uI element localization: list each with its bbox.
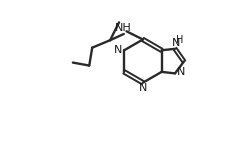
Text: N: N xyxy=(114,45,123,55)
Text: H: H xyxy=(176,35,184,45)
Text: N: N xyxy=(176,67,185,77)
Text: NH: NH xyxy=(115,22,132,33)
Text: N: N xyxy=(139,83,147,93)
Text: N: N xyxy=(172,38,180,48)
